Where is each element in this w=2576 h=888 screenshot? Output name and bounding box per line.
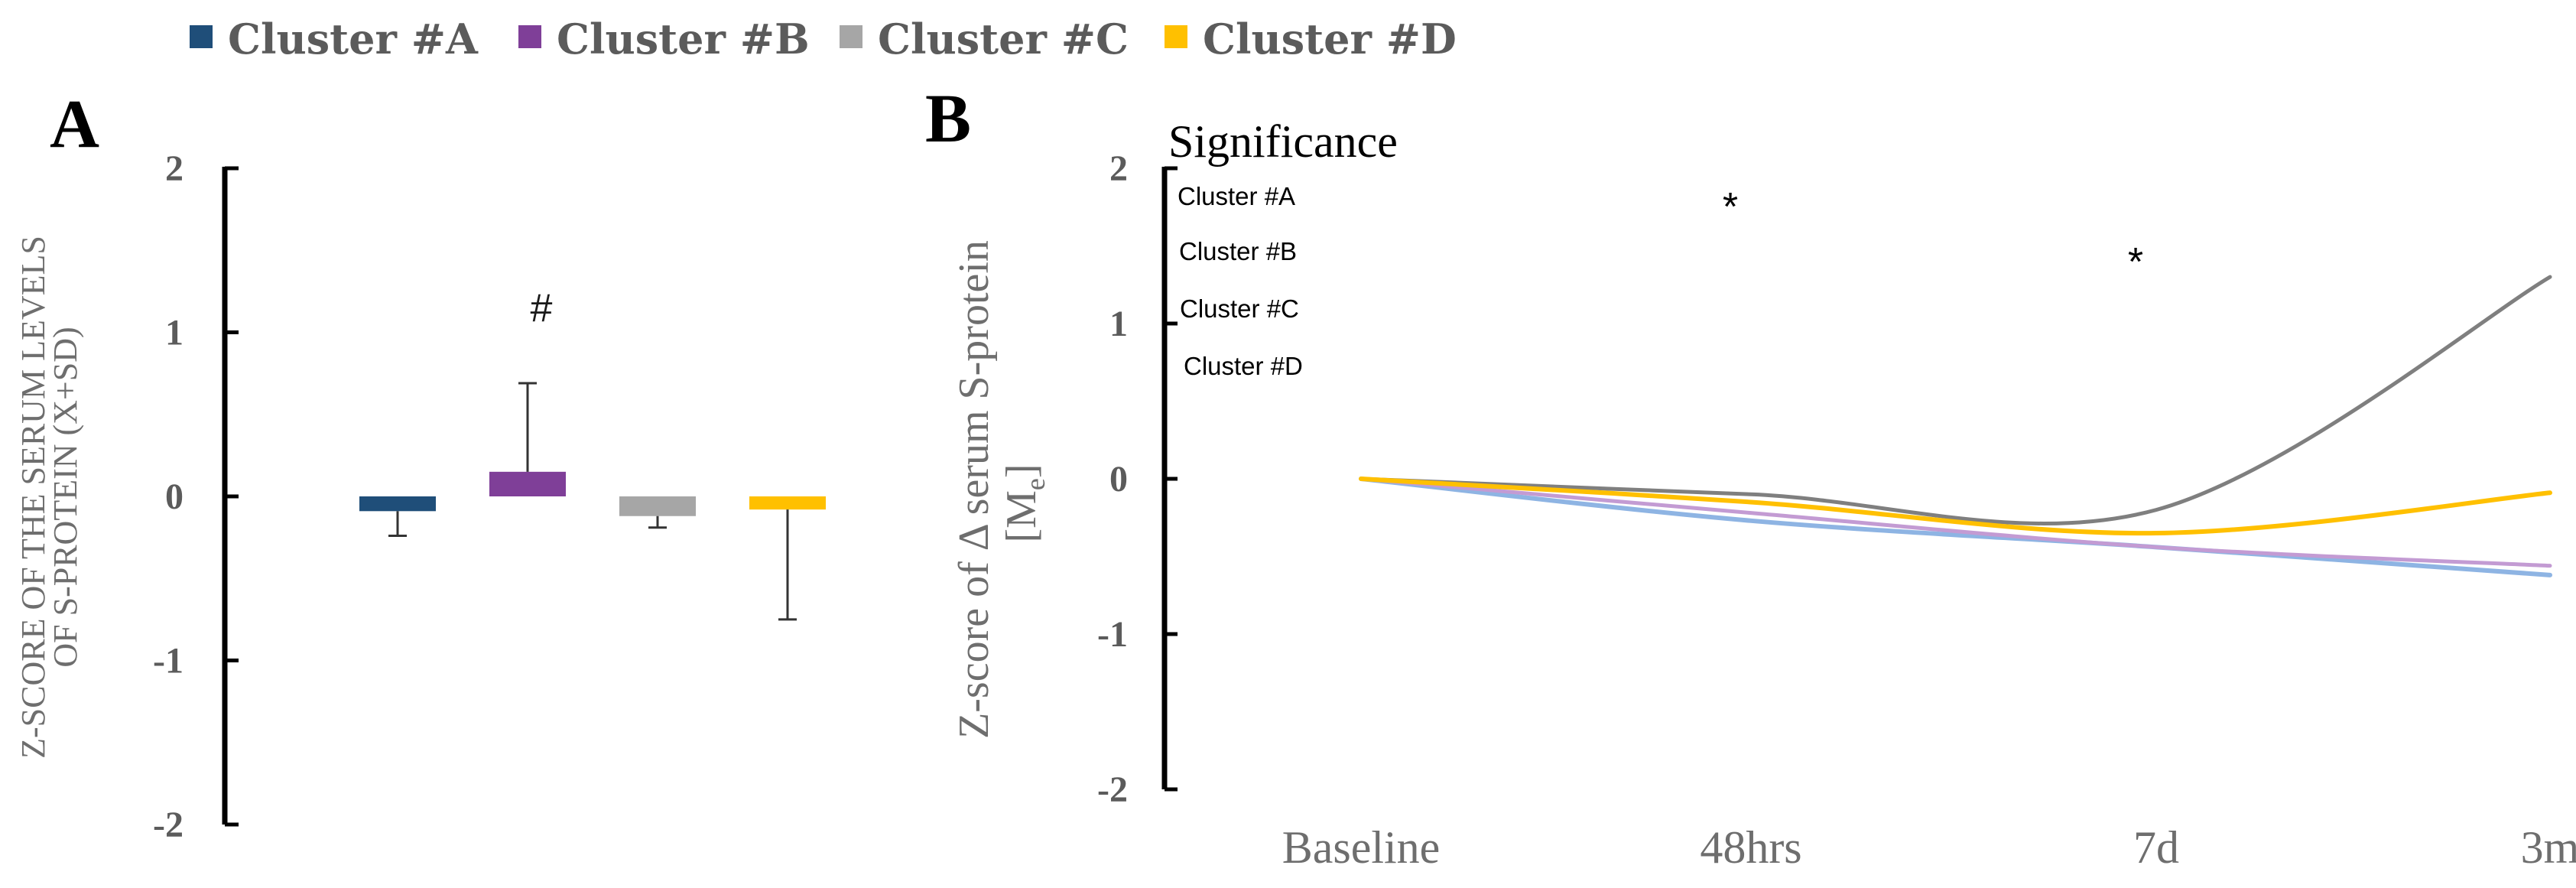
panel-a-ylabel-line2: OF S-PROTEIN (X+SD) (47, 327, 84, 667)
line-cluster-d (1359, 477, 2552, 536)
bar-cluster-d (749, 496, 826, 510)
legend-swatch-cluster-c (840, 25, 862, 48)
legend-swatch-cluster-d (1165, 25, 1187, 48)
panel-b-ylabel-unit: [Me] (998, 464, 1051, 542)
panel-b-ylabel: Z-score of Δ serum S-protein [Me] (950, 240, 1051, 739)
panel-b-ticks: 2 1 0 -1 -2 (1097, 148, 1178, 810)
significance-row-cluster-b: Cluster #B (1179, 237, 1297, 265)
panel-b-ytick-label: 0 (1109, 459, 1128, 499)
panel-a-annotation-hash: # (531, 286, 553, 330)
significance-row-cluster-c: Cluster #C (1180, 294, 1299, 323)
significance-row-cluster-a: Cluster #A (1178, 182, 1295, 210)
legend-label-cluster-a: Cluster #A (228, 15, 479, 63)
panel-a-ytick-label: 0 (165, 477, 184, 517)
panel-label-a: A (50, 86, 99, 162)
bar-cluster-c (619, 496, 696, 516)
significance-row-cluster-d: Cluster #D (1184, 352, 1303, 380)
significance-mark-7d: * (2128, 240, 2143, 285)
panel-a-ticks: 2 1 0 -1 -2 (153, 148, 239, 845)
panel-b-xticks: Baseline 48hrs 7d 3m (1282, 822, 2576, 873)
bar-cluster-b (489, 471, 566, 496)
panel-a-bars (359, 382, 826, 621)
legend: Cluster #A Cluster #B Cluster #C Cluster… (190, 15, 1457, 63)
panel-b-ytick-label: 1 (1109, 304, 1128, 344)
legend-swatch-cluster-a (190, 25, 213, 48)
legend-label-cluster-b: Cluster #B (557, 15, 810, 63)
panel-b-ytick-label: 2 (1109, 148, 1128, 189)
legend-label-cluster-d: Cluster #D (1203, 15, 1457, 63)
panel-b-lines (1359, 275, 2552, 577)
panel-b: B Z-score of Δ serum S-protein [Me] 2 1 0 -… (925, 81, 2576, 873)
panel-a: A Z-SCORE OF THE SERUM LEVELS OF S-PROTE… (15, 86, 826, 845)
significance-mark-48hrs: * (1723, 185, 1738, 229)
significance-marks: ** (1723, 185, 2143, 285)
significance-rows: Cluster #A Cluster #B Cluster #C Cluster #D (1178, 182, 1303, 380)
significance-title: Significance (1168, 116, 1398, 167)
panel-b-ytick-label: -2 (1097, 769, 1128, 810)
panel-a-ytick-label: 1 (165, 313, 184, 353)
panel-a-ytick-label: -2 (153, 805, 184, 845)
legend-swatch-cluster-b (518, 25, 541, 48)
panel-b-ylabel-unit-close: ] (998, 464, 1045, 478)
legend-label-cluster-c: Cluster #C (878, 15, 1129, 63)
panel-b-xtick-48hrs: 48hrs (1700, 822, 1801, 873)
panel-b-xtick-7d: 7d (2133, 822, 2179, 873)
panel-b-xtick-3m: 3m (2521, 822, 2576, 873)
panel-a-ytick-label: 2 (165, 148, 184, 189)
panel-a-ytick-label: -1 (153, 641, 184, 681)
panel-b-ytick-label: -1 (1097, 614, 1128, 655)
line-cluster-b (1359, 477, 2552, 568)
panel-a-ylabel-line1: Z-SCORE OF THE SERUM LEVELS (15, 236, 52, 759)
panel-b-ylabel-unit-sub: e (1020, 478, 1051, 490)
panel-b-xtick-baseline: Baseline (1282, 822, 1441, 873)
bar-cluster-a (359, 496, 436, 512)
panel-b-ylabel-unit-open: [M (998, 490, 1045, 542)
panel-b-ylabel-main: Z-score of Δ serum S-protein (950, 240, 998, 739)
line-cluster-c (1359, 275, 2552, 525)
line-cluster-a (1359, 477, 2552, 577)
panel-label-b: B (925, 81, 971, 157)
